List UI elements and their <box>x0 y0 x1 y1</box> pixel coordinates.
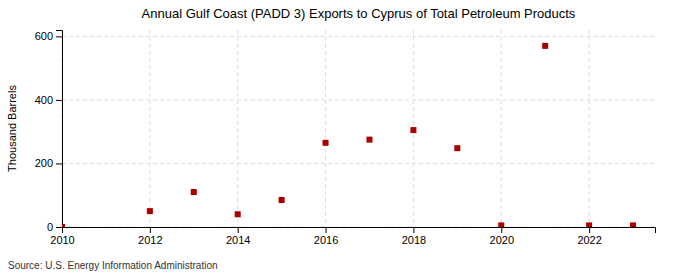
grid-line-x <box>149 30 150 227</box>
tick-mark <box>56 36 62 37</box>
tick-mark <box>56 227 62 228</box>
tick: 200 <box>35 157 62 169</box>
point <box>62 224 65 227</box>
tick: 400 <box>35 94 62 106</box>
tick-label: 2022 <box>577 234 601 246</box>
grid <box>62 30 655 227</box>
tick-label: 2014 <box>226 234 250 246</box>
grid-line-y <box>62 99 655 100</box>
point <box>454 145 460 151</box>
tick-mark <box>150 227 151 233</box>
grid-line-x <box>589 30 590 227</box>
point <box>410 127 416 133</box>
grid-line-x <box>325 30 326 227</box>
tick: 2010 <box>50 227 74 246</box>
title: Annual Gulf Coast (PADD 3) Exports to Cy… <box>142 6 576 21</box>
tick: 2022 <box>577 227 601 246</box>
point <box>366 137 372 143</box>
tick-label: 200 <box>35 157 53 169</box>
point <box>191 189 197 195</box>
grid-line-x <box>237 30 238 227</box>
tick-label: 2010 <box>50 234 74 246</box>
tick: 2018 <box>402 227 426 246</box>
chart: 2010 2012 2014 2016 2018 2020 2022 0 200 400 600 An… <box>0 0 675 275</box>
plot-area: 2010 2012 2014 2016 2018 2020 2022 0 200 400 600 <box>35 30 656 246</box>
annotation: Source: U.S. Energy Information Administ… <box>8 260 218 271</box>
tick-label: 600 <box>35 30 53 42</box>
tick-mark <box>56 163 62 164</box>
tick-label: 2016 <box>314 234 338 246</box>
point <box>630 222 636 227</box>
grid-line-y <box>62 36 655 37</box>
tick-mark <box>238 227 239 233</box>
point <box>542 43 548 49</box>
tick-label: 2020 <box>490 234 514 246</box>
x-axis: 2010 2012 2014 2016 2018 2020 2022 <box>50 227 655 246</box>
grid-line-x <box>501 30 502 227</box>
tick: 2016 <box>314 227 338 246</box>
points <box>62 43 636 227</box>
tick: 2020 <box>490 227 514 246</box>
grid-line-y <box>62 163 655 164</box>
tick-mark <box>501 227 502 233</box>
point <box>235 211 241 217</box>
axis-line <box>56 31 63 228</box>
tick-mark <box>413 227 414 233</box>
tick-label: 2018 <box>402 234 426 246</box>
point <box>147 208 153 214</box>
point <box>323 140 329 146</box>
tick: 2014 <box>226 227 250 246</box>
tick-label: 0 <box>47 221 53 233</box>
y-axis: 0 200 400 600 <box>35 30 63 233</box>
point <box>498 222 504 227</box>
tick-label: 400 <box>35 94 53 106</box>
tick: 0 <box>47 221 62 233</box>
tick-label: 2012 <box>138 234 162 246</box>
tick: 2012 <box>138 227 162 246</box>
point <box>586 222 592 227</box>
tick-mark <box>56 100 62 101</box>
point <box>279 197 285 203</box>
y-axis-title: Thousand Barrels <box>6 85 18 172</box>
tick: 600 <box>35 30 62 42</box>
tick-mark <box>326 227 327 233</box>
axis-line <box>63 228 656 234</box>
tick-mark <box>589 227 590 233</box>
